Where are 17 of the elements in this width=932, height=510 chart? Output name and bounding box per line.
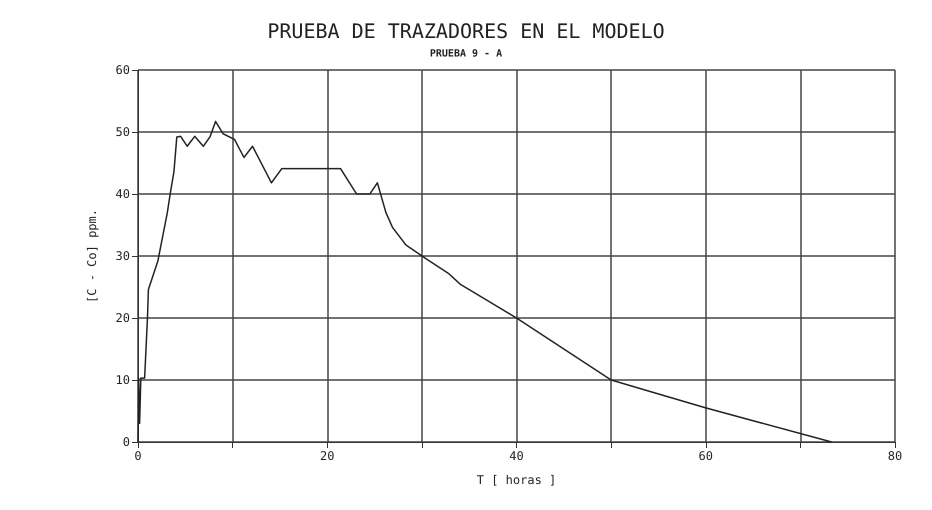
x-tick-label: 20 <box>320 449 334 463</box>
chart-subtitle: PRUEBA 9 - A <box>430 48 502 60</box>
y-tick-label: 30 <box>116 249 130 263</box>
y-tick-label: 0 <box>122 435 130 449</box>
y-tick-label: 20 <box>116 311 130 325</box>
y-tick-label: 60 <box>116 63 130 77</box>
line-series <box>137 120 832 443</box>
x-tick-label: 40 <box>509 449 524 463</box>
x-tick-label: 60 <box>698 449 713 463</box>
chart-title: PRUEBA DE TRAZADORES EN EL MODELO <box>267 19 665 43</box>
x-axis-title: T [ horas ] <box>476 473 556 487</box>
y-tick-label: 10 <box>116 373 130 387</box>
y-tick-label: 50 <box>116 125 130 139</box>
x-tick-label: 0 <box>134 449 142 463</box>
y-tick-label: 40 <box>116 187 130 201</box>
y-axis-title: [C - Co] ppm. <box>85 209 99 303</box>
x-tick-label: 80 <box>888 449 902 463</box>
